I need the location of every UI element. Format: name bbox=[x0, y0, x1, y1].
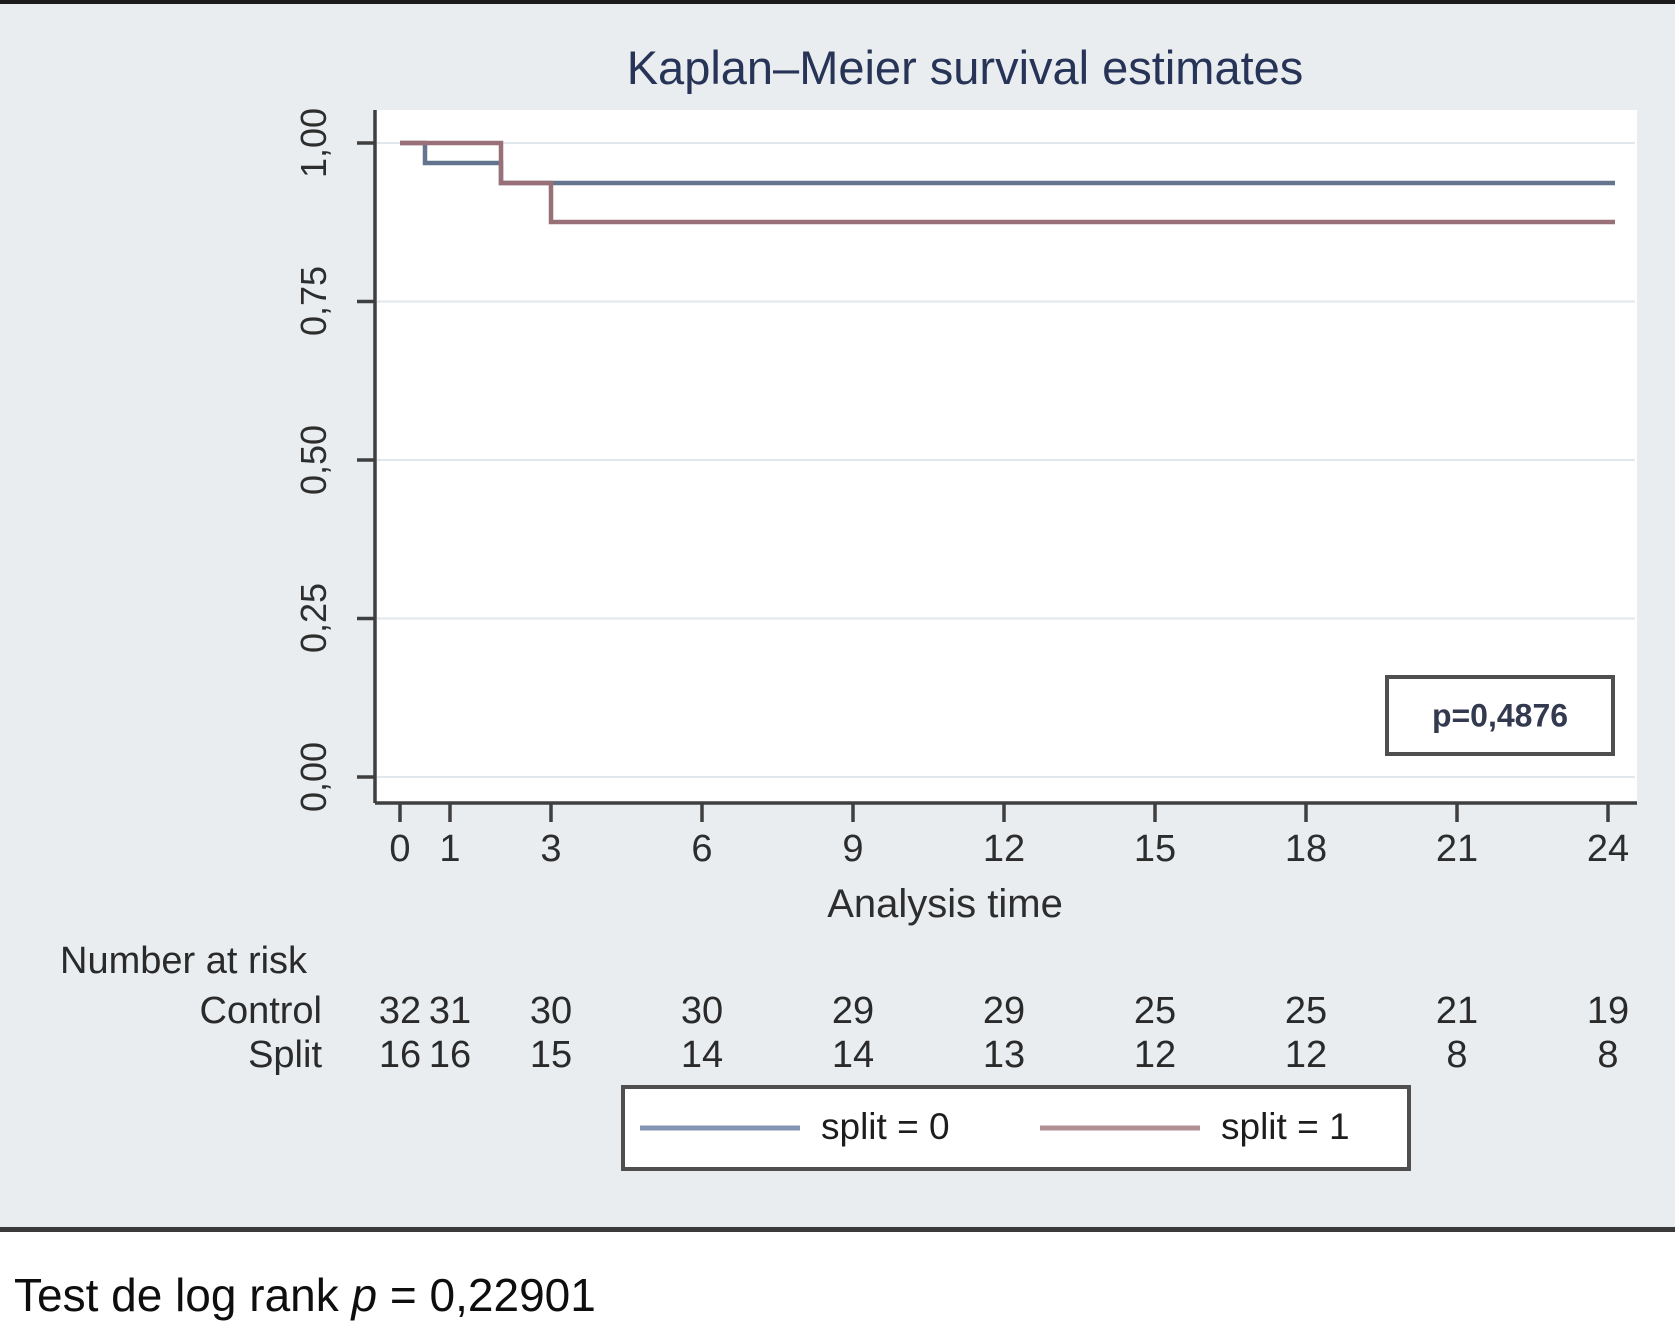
log-rank-caption: Test de log rank p = 0,22901 bbox=[14, 1268, 596, 1322]
y-tick-label: 0,50 bbox=[293, 424, 334, 496]
risk-value-split: 12 bbox=[1284, 1034, 1328, 1076]
x-tick-label: 12 bbox=[982, 828, 1026, 870]
y-tick-label: 0,75 bbox=[293, 265, 334, 337]
risk-value-split: 14 bbox=[680, 1034, 724, 1076]
risk-value-control: 25 bbox=[1284, 990, 1328, 1032]
x-tick-label: 3 bbox=[540, 828, 562, 870]
x-tick-label: 9 bbox=[842, 828, 864, 870]
chart-title: Kaplan–Meier survival estimates bbox=[626, 41, 1304, 94]
km-figure: Kaplan–Meier survival estimates 1,00 0,7… bbox=[0, 0, 1675, 1232]
x-tick-label: 0 bbox=[389, 828, 411, 870]
figure-bottom-border bbox=[0, 1227, 1675, 1232]
risk-value-control: 31 bbox=[428, 990, 472, 1032]
x-tick-label: 15 bbox=[1133, 828, 1177, 870]
legend-label-split-0: split = 0 bbox=[821, 1106, 950, 1147]
risk-value-control: 19 bbox=[1586, 990, 1630, 1032]
risk-value-control: 30 bbox=[680, 990, 724, 1032]
p-value-text: p=0,4876 bbox=[1431, 697, 1569, 734]
x-tick-label: 1 bbox=[439, 828, 461, 870]
x-ticks bbox=[398, 803, 1610, 822]
y-tick-label: 0,00 bbox=[293, 741, 334, 813]
risk-value-control: 21 bbox=[1435, 990, 1479, 1032]
risk-value-control: 32 bbox=[378, 990, 422, 1032]
risk-row-label-control: Control bbox=[199, 990, 323, 1032]
x-tick-label: 6 bbox=[691, 828, 713, 870]
figure-top-border bbox=[0, 0, 1675, 4]
risk-value-split: 14 bbox=[831, 1034, 875, 1076]
legend-label-split-1: split = 1 bbox=[1221, 1106, 1350, 1147]
x-axis-title: Analysis time bbox=[827, 882, 1063, 926]
axes bbox=[373, 110, 1637, 805]
risk-table-header: Number at risk bbox=[60, 940, 308, 982]
risk-value-control: 29 bbox=[982, 990, 1026, 1032]
y-tick-label: 0,25 bbox=[293, 582, 334, 654]
y-tick-label: 1,00 bbox=[293, 107, 334, 179]
risk-value-split: 13 bbox=[982, 1034, 1026, 1076]
risk-value-split: 8 bbox=[1446, 1034, 1468, 1076]
x-tick-label: 18 bbox=[1284, 828, 1328, 870]
risk-value-split: 16 bbox=[378, 1034, 422, 1076]
x-tick-label: 21 bbox=[1435, 828, 1479, 870]
risk-value-control: 29 bbox=[831, 990, 875, 1032]
risk-value-split: 12 bbox=[1133, 1034, 1177, 1076]
x-tick-label: 24 bbox=[1586, 828, 1630, 870]
risk-row-label-split: Split bbox=[248, 1034, 322, 1076]
gridlines bbox=[377, 142, 1635, 778]
caption-p-symbol: p bbox=[351, 1269, 378, 1321]
risk-value-split: 15 bbox=[529, 1034, 573, 1076]
risk-value-split: 8 bbox=[1597, 1034, 1619, 1076]
caption-prefix: Test de log rank bbox=[14, 1269, 352, 1321]
risk-value-split: 16 bbox=[428, 1034, 472, 1076]
risk-value-control: 30 bbox=[529, 990, 573, 1032]
km-plot-canvas bbox=[0, 0, 1675, 1232]
risk-value-control: 25 bbox=[1133, 990, 1177, 1032]
p-value-box bbox=[1385, 675, 1615, 756]
survival-curve-split-1 bbox=[400, 140, 1615, 225]
y-ticks bbox=[357, 141, 375, 779]
caption-value: = 0,22901 bbox=[377, 1269, 596, 1321]
